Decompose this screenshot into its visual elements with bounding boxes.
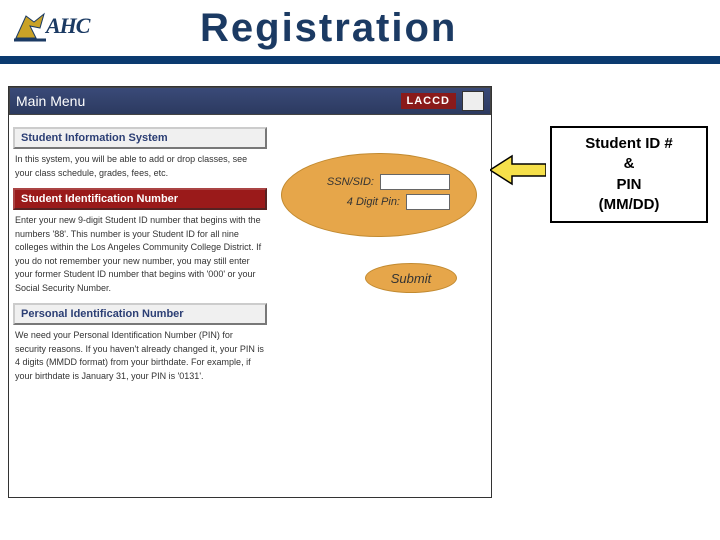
login-bubble: SSN/SID: 4 Digit Pin: — [281, 153, 477, 237]
submit-button[interactable]: Submit — [365, 263, 457, 293]
callout-box: Student ID # & PIN (MM/DD) — [550, 126, 708, 223]
laccd-badge: LACCD — [401, 93, 457, 109]
ssn-input[interactable] — [380, 174, 450, 190]
submit-label: Submit — [391, 271, 431, 286]
eagle-icon — [12, 8, 48, 44]
menubar: Main Menu LACCD — [9, 87, 491, 115]
title-underline — [0, 56, 720, 64]
pin-input[interactable] — [406, 194, 450, 210]
section-info-system-header: Student Information System — [13, 127, 267, 149]
pin-label: 4 Digit Pin: — [347, 196, 400, 208]
ssn-label: SSN/SID: — [327, 176, 374, 188]
section-pin-body: We need your Personal Identification Num… — [13, 325, 267, 385]
callout-line1: Student ID # — [556, 134, 702, 154]
callout-line2: & — [556, 154, 702, 174]
page-title: Registration — [200, 6, 457, 51]
section-id-body: Enter your new 9-digit Student ID number… — [13, 210, 267, 297]
section-id-header: Student Identification Number — [13, 188, 267, 210]
callout-line3: PIN — [556, 175, 702, 195]
main-menu-label[interactable]: Main Menu — [16, 93, 85, 109]
section-pin-header: Personal Identification Number — [13, 303, 267, 325]
section-info-system-body: In this system, you will be able to add … — [13, 149, 267, 182]
info-column: Student Information System In this syste… — [13, 121, 267, 385]
logo-text: AHC — [46, 13, 89, 39]
laccd-icon — [462, 91, 484, 111]
pointer-arrow-icon — [490, 154, 546, 186]
lahc-logo: AHC — [12, 4, 132, 48]
sis-panel: Main Menu LACCD Student Information Syst… — [8, 86, 492, 498]
callout-line4: (MM/DD) — [556, 195, 702, 215]
